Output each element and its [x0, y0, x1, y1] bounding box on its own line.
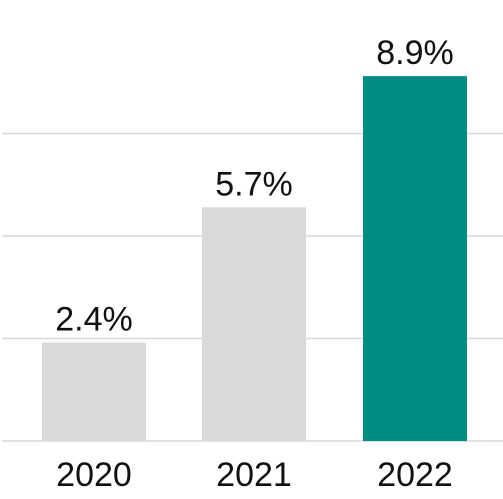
bar-2021	[202, 207, 306, 441]
x-tick-label-2020: 2020	[56, 456, 132, 494]
bar-2022	[363, 76, 467, 441]
bars	[42, 76, 467, 441]
bar-2020	[42, 342, 146, 441]
x-tick-label-2022: 2022	[377, 456, 453, 494]
value-label-2021: 5.7%	[215, 165, 293, 203]
x-axis-tick-labels: 2020 2021 2022	[56, 456, 453, 494]
value-labels: 2.4% 5.7% 8.9%	[55, 34, 454, 339]
value-label-2020: 2.4%	[55, 301, 133, 339]
x-tick-label-2021: 2021	[216, 456, 292, 494]
value-label-2022: 8.9%	[376, 34, 454, 72]
